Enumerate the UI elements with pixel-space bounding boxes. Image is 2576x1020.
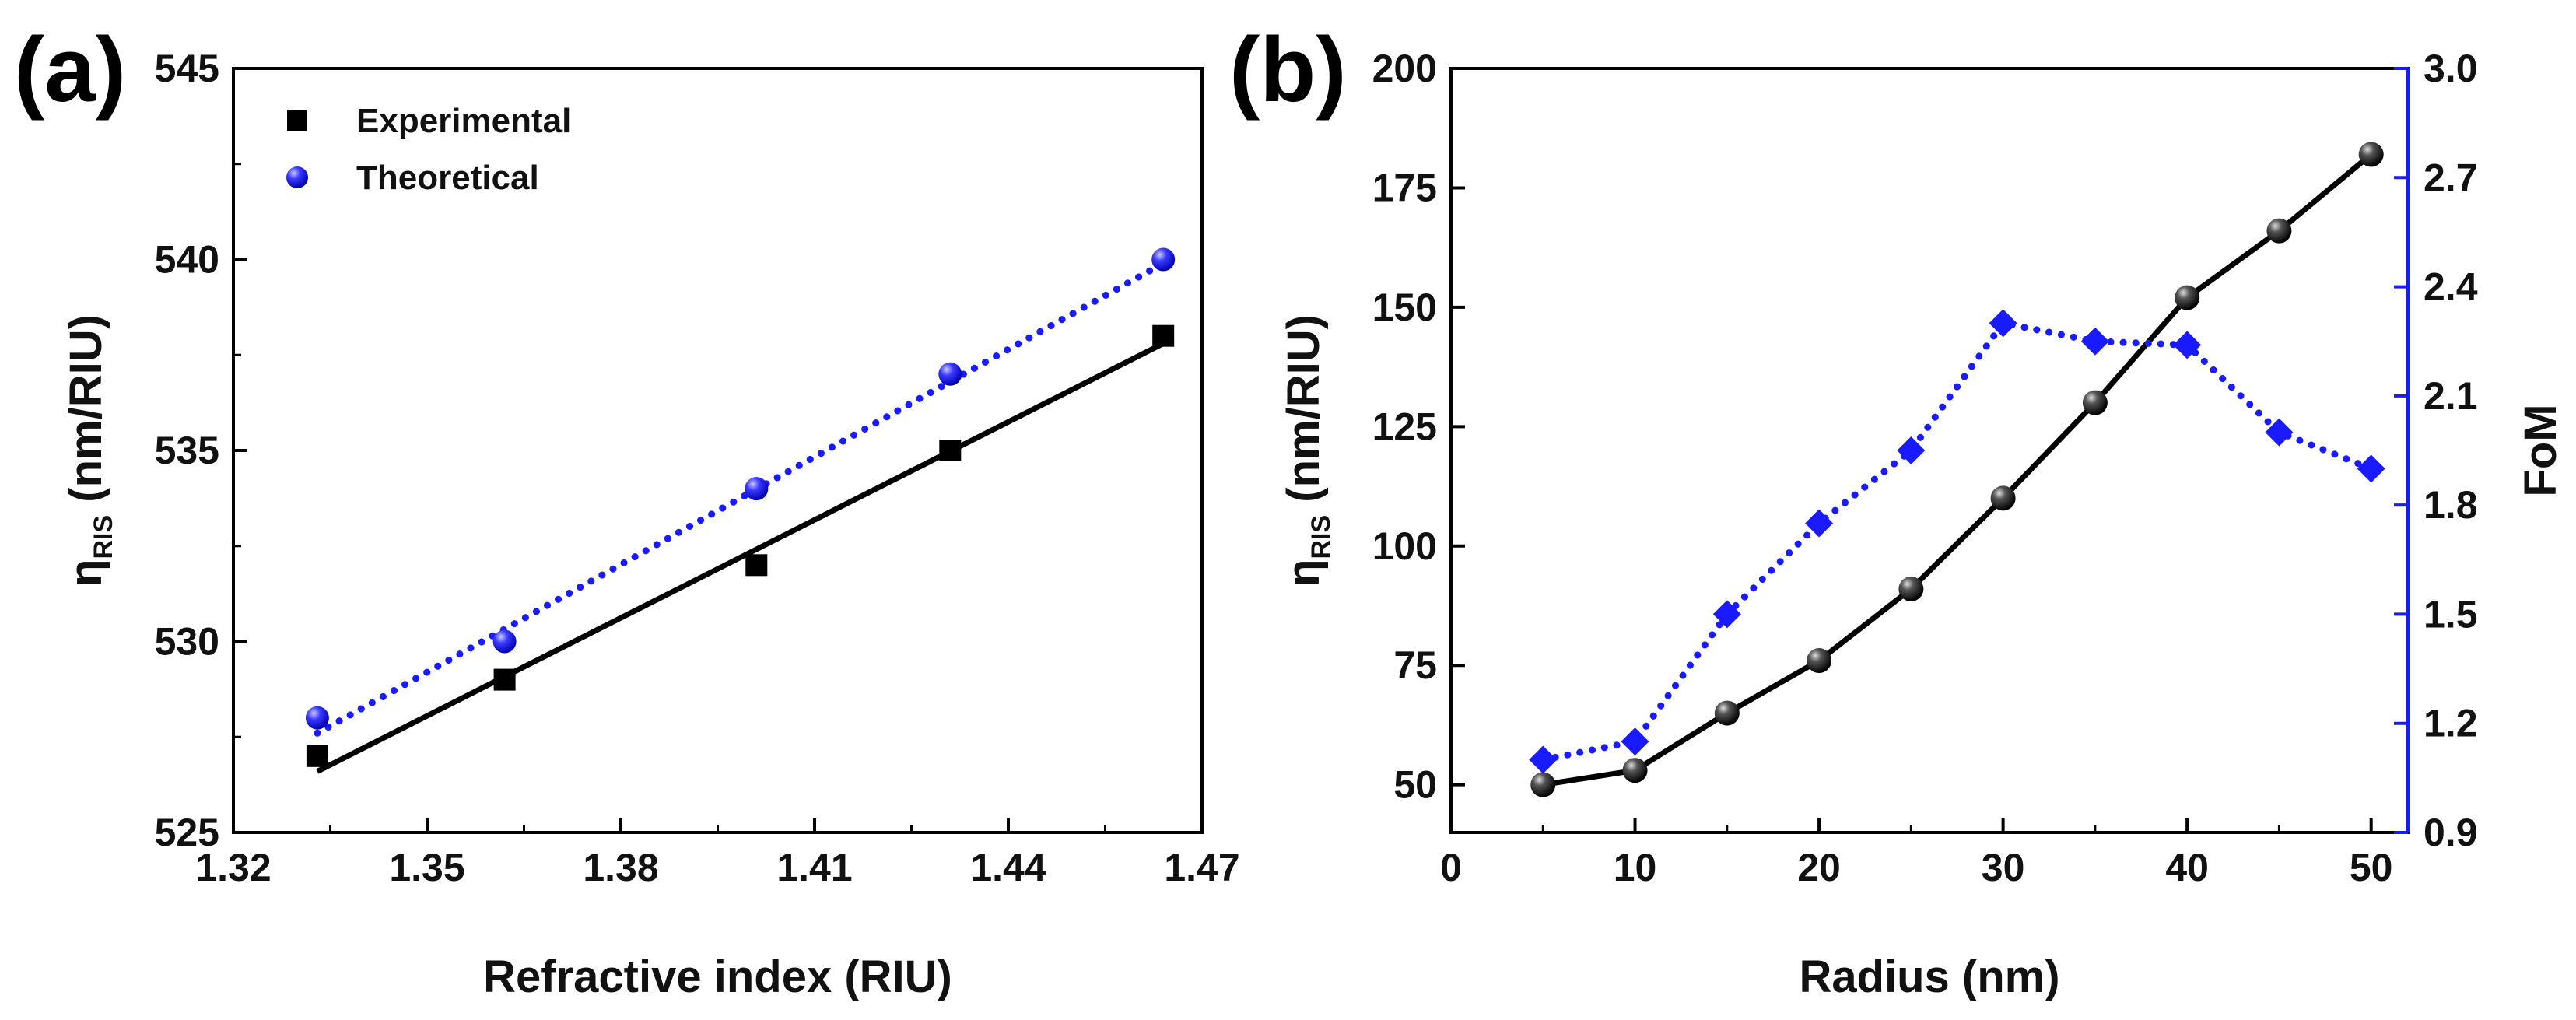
panel-b-eta-point [1898, 576, 1924, 601]
panel-a-theoretical-point [305, 706, 329, 730]
panel-b-eta-point [1807, 648, 1832, 674]
panel-b-eta-line [1542, 152, 2373, 788]
panel-a-y-axis-rest: (nm/RIU) [61, 314, 111, 515]
panel-b-eta-point [1530, 772, 1556, 797]
panel-a-x-tick-label: 1.35 [389, 846, 464, 889]
panel-b-x-tick-label: 10 [1614, 846, 1657, 889]
panel-b-fom-point [1712, 600, 1741, 629]
panel-b-y-axis-eta: η [1278, 559, 1329, 587]
panel-a-legend: Experimental Theoretical [286, 102, 571, 197]
panel-b-right-y-tick-label: 0.9 [2424, 811, 2478, 854]
legend-experimental-marker [287, 110, 307, 131]
panel-b-fom-point [2173, 331, 2202, 359]
panel-a-experimental-point [745, 554, 768, 577]
panel-b-fom-point [2080, 327, 2109, 356]
panel-b-y-tick-label: 100 [1372, 524, 1437, 568]
panel-b-eta-point [1714, 700, 1740, 726]
panel-a-theoretical-point [492, 629, 517, 654]
panel-b-eta-point [2358, 142, 2384, 167]
panel-b-plot-frame [1449, 67, 2410, 834]
panel-b-fom-point [1989, 309, 2017, 338]
panel-b-right-y-tick-label: 1.8 [2424, 483, 2478, 527]
panel-b-x-tick-label: 20 [1797, 846, 1841, 889]
panel-a-x-tick-label: 1.38 [583, 846, 658, 889]
panel-b-eta-point [2082, 390, 2108, 415]
panel-b-right-y-tick-label: 2.4 [2424, 265, 2478, 309]
panel-a-theoretical-point [745, 477, 769, 501]
panel-a-theoretical-point [938, 362, 962, 386]
panel-b-x-tick-label: 50 [2350, 846, 2393, 889]
panel-a-x-tick-label: 1.32 [195, 846, 271, 889]
panel-a-fit-line-experimental [316, 341, 1165, 774]
panel-a-x-tick-label: 1.44 [970, 846, 1046, 889]
panel-b-x-tick-label: 0 [1440, 846, 1462, 889]
panel-a-y-axis-eta: η [61, 559, 111, 587]
legend-theoretical-marker [286, 166, 308, 188]
panel-a-y-tick-label: 525 [155, 811, 219, 854]
panel-a-experimental-point [306, 745, 328, 767]
panel-a-fit-line-theoretical [314, 259, 1167, 737]
panel-b-eta-point [1990, 485, 2016, 511]
panel-b: (b) 0 10 20 30 40 50 50 75 100 125 150 175 200 0.9 1.2… [1229, 19, 2566, 1002]
panel-b-fom-line [1539, 319, 2375, 763]
panel-a-x-tick-label: 1.47 [1164, 846, 1239, 889]
panel-b-fom-point [1621, 727, 1649, 756]
panel-b-y-tick-label: 200 [1372, 47, 1437, 90]
panel-b-fom-point [1897, 436, 1926, 464]
panel-b-right-y-tick-label: 2.7 [2424, 156, 2478, 199]
panel-a-label: (a) [14, 19, 126, 121]
panel-a-x-tick-label: 1.41 [776, 846, 852, 889]
panel-b-x-axis-title: Radius (nm) [1799, 952, 2059, 1002]
panel-b-y-axis-title: ηRIS (nm/RIU) [1278, 314, 1336, 587]
panel-b-right-y-tick-label: 2.1 [2424, 374, 2478, 418]
panel-b-fom-point [2265, 418, 2294, 447]
panel-a-y-tick-label: 535 [155, 429, 219, 472]
panel-a: (a) 1.32 1.35 1.38 1.41 1.44 1.47 525 530 535 540… [14, 19, 1240, 1002]
panel-a-experimental-point [493, 668, 516, 691]
panel-b-eta-point [1622, 758, 1648, 783]
panel-b-right-axis-title: FoM [2515, 404, 2566, 496]
legend-label-theoretical: Theoretical [356, 159, 539, 197]
panel-b-right-y-tick-label: 3.0 [2424, 47, 2478, 90]
panel-a-y-tick-label: 545 [155, 47, 219, 90]
panel-b-x-tick-label: 30 [1982, 846, 2025, 889]
panel-b-y-tick-label: 150 [1372, 286, 1437, 329]
panel-b-y-axis-sub: RIS [1306, 515, 1336, 559]
panel-b-fom-point [2357, 454, 2385, 483]
panel-b-y-axis-rest: (nm/RIU) [1278, 314, 1329, 515]
panel-b-y-tick-label: 50 [1393, 763, 1437, 807]
panel-b-y-tick-label: 75 [1393, 643, 1437, 687]
panel-a-experimental-point [939, 440, 962, 461]
panel-a-y-tick-label: 540 [155, 238, 219, 282]
panel-b-y-tick-label: 175 [1372, 166, 1437, 209]
panel-a-theoretical-point [1151, 247, 1176, 272]
legend-label-experimental: Experimental [356, 102, 571, 140]
panel-b-eta-point [2266, 218, 2292, 244]
panel-b-right-y-tick-label: 1.2 [2424, 702, 2478, 745]
panel-b-eta-point [2175, 285, 2200, 310]
panel-b-fom-point [1529, 745, 1558, 774]
panel-a-y-axis-title: ηRIS (nm/RIU) [61, 314, 118, 587]
panel-b-fom-point [1805, 509, 1834, 538]
panel-b-y-tick-label: 125 [1372, 405, 1437, 448]
panel-a-experimental-point [1152, 324, 1175, 347]
panel-a-y-axis-sub: RIS [89, 515, 118, 559]
panel-b-x-tick-label: 40 [2165, 846, 2209, 889]
panel-a-x-axis-title: Refractive index (RIU) [483, 952, 952, 1002]
panel-b-label: (b) [1229, 19, 1347, 121]
panel-b-right-y-tick-label: 1.5 [2424, 592, 2478, 636]
panel-a-y-tick-label: 530 [155, 620, 219, 664]
